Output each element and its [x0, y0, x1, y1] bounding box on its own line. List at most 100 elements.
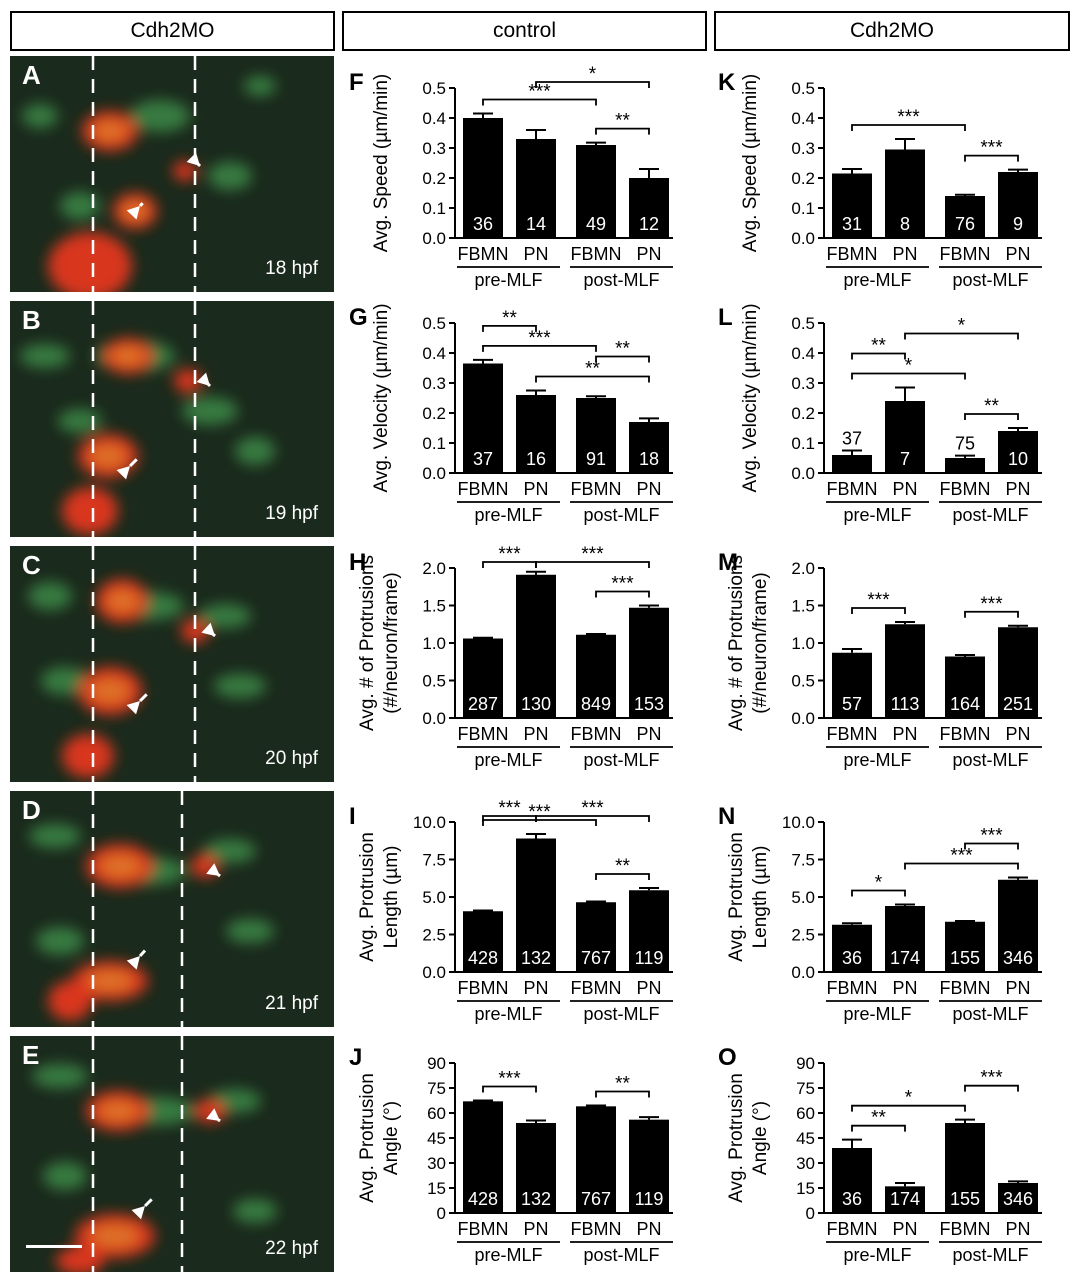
- y-tick-label: 0.4: [791, 344, 815, 363]
- x-tick-label: FBMN: [827, 479, 878, 499]
- significance-bracket: [904, 332, 1019, 340]
- x-tick-label: FBMN: [940, 479, 991, 499]
- n-label: 132: [521, 1189, 551, 1209]
- chart-panel-l: L Avg. Velocity (µm/min) 0.0 0.1 0.2 0.3 0.4 0.…: [712, 303, 1072, 525]
- bar: [832, 173, 872, 238]
- n-label: 155: [950, 948, 980, 968]
- bar: [629, 422, 669, 473]
- x-tick-label: FBMN: [827, 978, 878, 998]
- time-label: 19 hpf: [265, 503, 318, 524]
- chart-panel-i: I Avg. Protrusion Length (µm) 0.0 2.5 5.0 7.5 1…: [343, 798, 703, 1024]
- significance-bracket: [964, 413, 1019, 420]
- x-tick-label: PN: [636, 978, 661, 998]
- bar: [998, 431, 1038, 473]
- y-axis-label: (#/neuron/frame): [750, 572, 771, 714]
- n-label: 849: [581, 694, 611, 714]
- significance-bracket: [482, 325, 537, 332]
- chart-panel-k: K Avg. Speed (µm/min) 0.0 0.1 0.2 0.3 0.4 0.5 31…: [712, 69, 1072, 290]
- group-label: post-MLF: [583, 1245, 659, 1265]
- bar: [629, 607, 669, 718]
- bar: [576, 398, 616, 473]
- x-tick-label: FBMN: [827, 724, 878, 744]
- y-axis-label: Avg. Protrusion: [726, 1073, 747, 1203]
- significance-bracket: [535, 81, 650, 88]
- y-tick-label: 60: [427, 1104, 446, 1123]
- significance-label: ***: [980, 1068, 1003, 1089]
- n-label: 132: [521, 948, 551, 968]
- bar: [832, 455, 872, 473]
- bar: [576, 1106, 616, 1213]
- y-tick-label: 0.0: [791, 963, 815, 982]
- bar: [576, 145, 616, 238]
- significance-label: ***: [980, 826, 1003, 847]
- micro-panel-e: E 22 hpf: [10, 1036, 334, 1272]
- significance-label: ***: [950, 846, 973, 867]
- y-tick-label: 0.5: [791, 672, 815, 691]
- panel-label: G: [349, 304, 368, 331]
- group-label: post-MLF: [952, 750, 1028, 770]
- significance-bracket: [595, 873, 650, 880]
- x-tick-label: PN: [892, 244, 917, 264]
- y-tick-label: 2.0: [422, 559, 446, 578]
- significance-label: ***: [498, 798, 521, 819]
- n-label: 37: [473, 449, 493, 469]
- n-label: 174: [890, 1189, 920, 1209]
- x-tick-label: PN: [636, 479, 661, 499]
- bar: [516, 574, 556, 718]
- y-tick-label: 0.5: [791, 79, 815, 98]
- bar: [463, 363, 503, 473]
- y-tick-label: 0.4: [791, 109, 815, 128]
- n-label: 14: [526, 214, 546, 234]
- significance-label: **: [984, 396, 999, 417]
- header-middle: control: [342, 11, 707, 51]
- significance-bracket: [595, 1090, 650, 1098]
- significance-bracket: [851, 607, 906, 614]
- y-tick-label: 0.0: [791, 464, 815, 483]
- n-label: 7: [900, 449, 910, 469]
- fluorescence-image: [10, 791, 334, 1027]
- panel-label: J: [349, 1044, 362, 1071]
- significance-bracket: [851, 124, 966, 131]
- significance-label: **: [615, 856, 630, 877]
- significance-bracket: [964, 610, 1019, 618]
- y-axis-label: Avg. # of Protrusions: [357, 555, 378, 731]
- significance-label: ***: [611, 574, 634, 595]
- y-tick-label: 90: [427, 1054, 446, 1073]
- n-label: 76: [955, 214, 975, 234]
- y-tick-label: 7.5: [422, 851, 446, 870]
- n-label: 91: [586, 449, 606, 469]
- significance-label: **: [871, 336, 886, 357]
- significance-label: ***: [498, 544, 521, 565]
- panel-label: E: [22, 1040, 40, 1070]
- significance-bracket: [904, 862, 1019, 870]
- bar: [516, 139, 556, 238]
- chart-panel-j: J Avg. Protrusion Angle (°) 0 15 30 45 60 75 90 42…: [343, 1044, 703, 1265]
- group-label: pre-MLF: [843, 1245, 911, 1265]
- significance-bracket: [851, 352, 906, 360]
- y-tick-label: 15: [796, 1179, 815, 1198]
- group-label: pre-MLF: [474, 270, 542, 290]
- significance-bracket: [482, 98, 597, 106]
- x-tick-label: PN: [523, 1219, 548, 1239]
- n-label: 428: [468, 948, 498, 968]
- n-label: 37: [842, 429, 862, 449]
- x-tick-label: PN: [1005, 1219, 1030, 1239]
- panel-label: D: [22, 795, 41, 825]
- significance-bracket: [535, 561, 650, 568]
- significance-label: ***: [498, 1069, 521, 1090]
- significance-label: **: [615, 111, 630, 132]
- y-tick-label: 0.3: [422, 139, 446, 158]
- bar: [463, 118, 503, 238]
- bar: [945, 656, 985, 718]
- group-label: pre-MLF: [843, 505, 911, 525]
- y-tick-label: 45: [796, 1129, 815, 1148]
- x-tick-label: FBMN: [458, 1219, 509, 1239]
- micro-panel-d: D 21 hpf: [10, 791, 334, 1027]
- y-tick-label: 0.0: [422, 464, 446, 483]
- x-tick-label: PN: [892, 479, 917, 499]
